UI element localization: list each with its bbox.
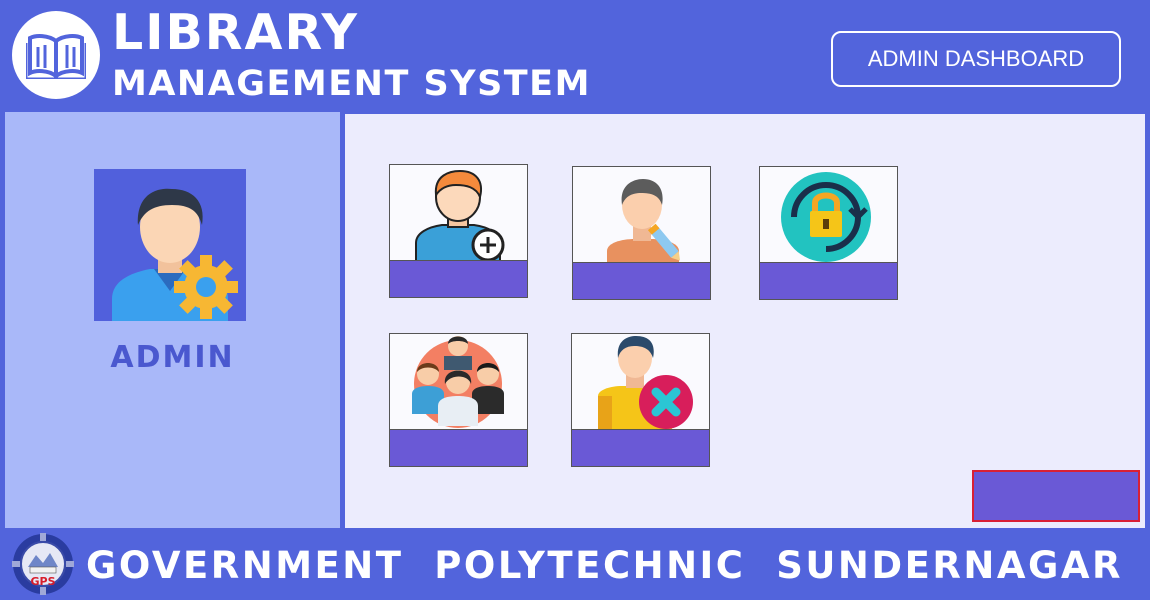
add-user-card-bar[interactable]	[390, 260, 527, 297]
edit-user-card[interactable]	[572, 166, 711, 300]
book-icon	[26, 34, 86, 79]
remove-user-card[interactable]	[571, 333, 710, 467]
library-logo	[12, 11, 100, 99]
edit-user-icon	[573, 167, 710, 263]
college-emblem-text: GPS	[30, 575, 55, 588]
app-title-line2: MANAGEMENT SYSTEM	[112, 64, 591, 104]
user-group-icon	[390, 334, 527, 430]
remove-user-card-bar[interactable]	[572, 429, 709, 466]
institute-name: GOVERNMENT POLYTECHNIC SUNDERNAGAR	[86, 544, 1123, 587]
add-user-icon	[390, 165, 527, 262]
college-emblem: GPS	[12, 533, 74, 595]
change-password-icon	[760, 167, 897, 263]
app-title-line1: LIBRARY	[112, 4, 359, 61]
dashboard-panel	[345, 114, 1145, 528]
logout-button[interactable]	[972, 470, 1140, 522]
change-password-card-bar[interactable]	[760, 262, 897, 299]
user-group-card[interactable]	[389, 333, 528, 467]
edit-user-card-bar[interactable]	[573, 262, 710, 299]
change-password-card[interactable]	[759, 166, 898, 300]
admin-gear-icon	[112, 188, 238, 321]
admin-label: ADMIN	[110, 340, 235, 375]
remove-user-icon	[572, 334, 709, 430]
admin-sidebar: ADMIN	[5, 112, 340, 528]
add-user-card[interactable]	[389, 164, 528, 298]
admin-avatar	[94, 169, 246, 321]
user-group-card-bar[interactable]	[390, 429, 527, 466]
admin-dashboard-button[interactable]: ADMIN DASHBOARD	[831, 31, 1121, 87]
